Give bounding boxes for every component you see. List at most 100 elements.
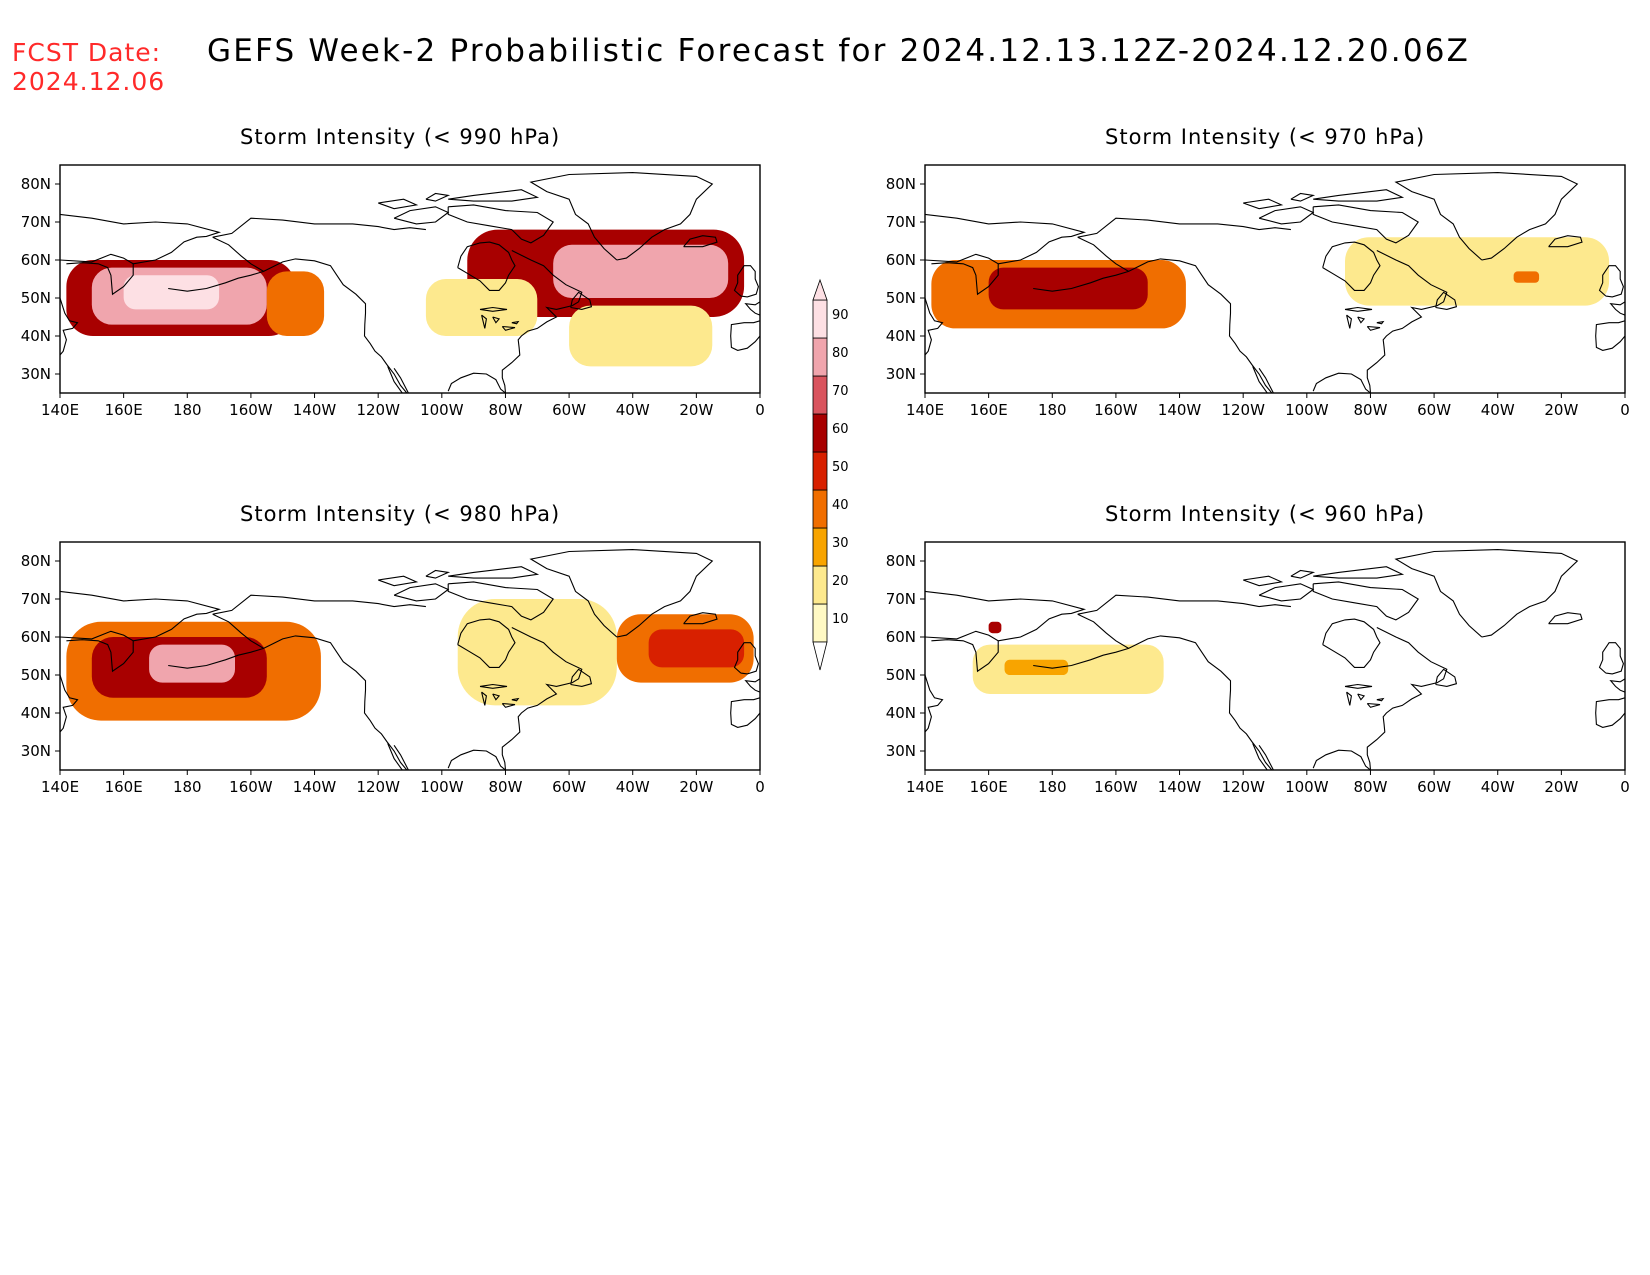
coastline-13 (1595, 697, 1625, 728)
lon-tick-label: 100W (1285, 778, 1329, 796)
coastline-12 (1598, 642, 1624, 675)
lat-tick-label: 50N (886, 289, 916, 307)
lon-tick-label: 20W (1544, 778, 1578, 796)
lon-tick-label: 140W (1158, 778, 1202, 796)
lat-tick-label: 30N (886, 365, 916, 383)
lon-tick-label: 0 (1620, 778, 1630, 796)
lat-tick-label: 60N (886, 628, 916, 646)
lon-tick-label: 0 (1620, 401, 1630, 419)
coastline-7 (501, 627, 583, 770)
coastline-15 (393, 206, 450, 225)
coastline-2 (168, 647, 264, 669)
lat-tick-label: 60N (886, 251, 916, 269)
coastline-17 (1313, 566, 1405, 579)
colorbar-swatch (812, 603, 828, 643)
coastline-13 (730, 320, 760, 351)
lon-tick-label: 80W (488, 778, 522, 796)
coastline-20 (1344, 306, 1373, 312)
coastline-21 (1346, 691, 1352, 706)
coastline-22 (1357, 316, 1366, 324)
coastline-13 (1595, 320, 1625, 351)
map-panel-960: Storm Intensity (< 960 hPa) 140E 160E 180 1… (865, 502, 1645, 822)
lat-tick-label: 80N (886, 552, 916, 570)
coastline-23 (501, 325, 516, 331)
lon-tick-label: 100W (420, 778, 464, 796)
coastline-24 (1376, 320, 1385, 325)
coastline-1 (1077, 613, 1273, 770)
panel-title-970: Storm Intensity (< 970 hPa) (1105, 125, 1426, 149)
lat-tick-label: 70N (886, 213, 916, 231)
colorbar-swatch (812, 565, 828, 605)
colorbar-swatch (812, 489, 828, 529)
lon-tick-label: 60W (1417, 778, 1451, 796)
coastline-1 (1077, 236, 1273, 393)
lon-tick-label: 60W (552, 778, 586, 796)
colorbar-label: 80 (832, 346, 849, 361)
coastline-24 (1376, 697, 1385, 702)
coastlines (60, 172, 760, 393)
coastline-5 (925, 674, 944, 733)
lon-tick-label: 100W (1285, 401, 1329, 419)
coastline-25 (1252, 366, 1275, 393)
lon-tick-label: 20W (679, 401, 713, 419)
probability-region-5 (648, 629, 745, 668)
lat-tick-label: 60N (21, 251, 51, 269)
coastline-4 (60, 213, 222, 265)
coastline-22 (492, 316, 501, 324)
lon-tick-label: 140W (1158, 401, 1202, 419)
colorbar-top-cap (812, 278, 828, 301)
coastline-22 (492, 693, 501, 701)
coastline-25 (387, 743, 410, 770)
probability-region-5 (553, 244, 729, 298)
coastline-17 (448, 189, 540, 202)
coastline-15 (1258, 583, 1315, 602)
coastline-12 (1598, 265, 1624, 298)
coastline-20 (479, 683, 508, 689)
lon-tick-label: 120W (356, 778, 400, 796)
coastline-0 (212, 217, 426, 238)
coastline-23 (1366, 702, 1381, 708)
lon-tick-label: 180 (1038, 778, 1067, 796)
map-panel-990: Storm Intensity (< 990 hPa) 140E 160E 180 1… (0, 125, 780, 445)
probability-region-3 (1513, 271, 1540, 283)
lon-tick-label: 40W (1481, 401, 1515, 419)
coastline-22 (1357, 693, 1366, 701)
coastline-13 (730, 697, 760, 728)
lon-tick-label: 180 (1038, 401, 1067, 419)
colorbar-label: 50 (832, 460, 849, 475)
coastline-10 (1394, 549, 1579, 638)
lon-tick-label: 140E (906, 778, 944, 796)
lon-tick-label: 120W (1221, 401, 1265, 419)
map-frame (924, 164, 1626, 394)
map-frame (59, 541, 761, 771)
coastlines (925, 172, 1625, 393)
coastline-10 (529, 172, 714, 261)
coastline-14 (744, 678, 760, 693)
lon-tick-label: 100W (420, 401, 464, 419)
coastline-3 (925, 630, 999, 673)
lon-tick-label: 20W (679, 778, 713, 796)
lon-tick-label: 140E (906, 401, 944, 419)
map-970: 140E 160E 180 160W 140W 120W 100W 80W 60W 40W 20W 0… (886, 164, 1630, 419)
probability-region-3 (266, 271, 325, 336)
lon-tick-label: 0 (755, 778, 765, 796)
coastline-18 (425, 192, 451, 202)
coastline-12 (733, 642, 759, 675)
shading-layer (931, 237, 1610, 329)
lon-tick-label: 160E (105, 778, 143, 796)
coastline-0 (1077, 217, 1291, 238)
coastline-18 (1290, 192, 1316, 202)
coastline-19 (1243, 575, 1284, 587)
lat-tick-label: 80N (21, 175, 51, 193)
forecast-date-block: FCST Date: 2024.12.06 (12, 38, 165, 96)
probability-region-7 (569, 305, 713, 367)
coastline-10 (1394, 172, 1579, 261)
probability-region-0 (972, 644, 1164, 694)
coastline-4 (60, 590, 222, 642)
probability-region-6 (425, 279, 538, 336)
colorbar-swatch (812, 451, 828, 491)
coastline-11 (683, 612, 718, 625)
shading-layer (972, 621, 1164, 694)
coastline-2 (1033, 647, 1129, 669)
lon-tick-label: 60W (552, 401, 586, 419)
